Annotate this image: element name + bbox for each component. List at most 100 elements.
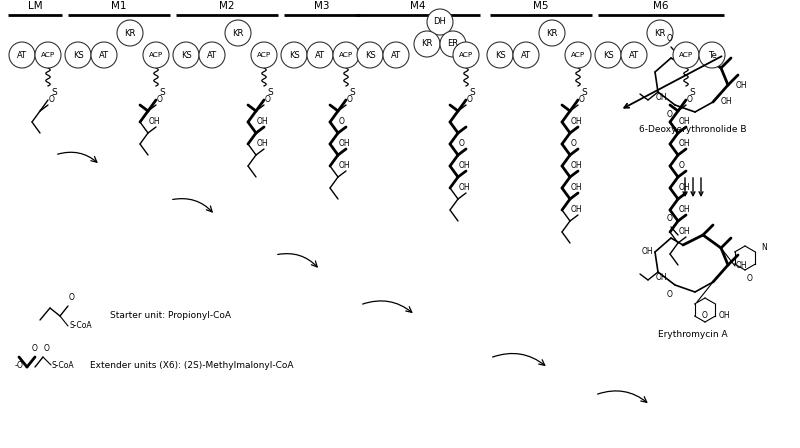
Text: O: O (702, 310, 708, 319)
Text: OH: OH (571, 161, 582, 171)
Text: ACP: ACP (41, 52, 55, 58)
Text: ACP: ACP (679, 52, 693, 58)
Circle shape (9, 42, 35, 68)
Text: ACP: ACP (339, 52, 353, 58)
Text: KR: KR (124, 29, 136, 38)
Text: AT: AT (17, 51, 27, 60)
Circle shape (513, 42, 539, 68)
Text: KS: KS (365, 51, 375, 60)
Circle shape (427, 9, 453, 35)
Text: O: O (32, 344, 38, 353)
Text: O: O (667, 34, 673, 43)
Circle shape (699, 42, 725, 68)
Circle shape (487, 42, 513, 68)
Text: O: O (579, 95, 585, 104)
Circle shape (357, 42, 383, 68)
Text: Erythromycin A: Erythromycin A (658, 330, 728, 339)
Text: O: O (157, 95, 163, 104)
Text: O: O (265, 95, 271, 104)
Text: OH: OH (679, 139, 690, 148)
Text: ACP: ACP (571, 52, 585, 58)
Text: AT: AT (315, 51, 325, 60)
Circle shape (565, 42, 591, 68)
Text: ER: ER (447, 39, 458, 48)
Text: M5: M5 (534, 1, 549, 11)
Circle shape (647, 20, 673, 46)
Circle shape (91, 42, 117, 68)
Text: KS: KS (73, 51, 83, 60)
Text: M2: M2 (219, 1, 234, 11)
Text: O: O (747, 274, 753, 283)
Text: S: S (267, 88, 273, 97)
Text: OH: OH (736, 81, 748, 90)
Circle shape (143, 42, 169, 68)
Circle shape (35, 42, 61, 68)
Text: N: N (761, 244, 766, 253)
Text: AT: AT (207, 51, 217, 60)
Text: DH: DH (434, 17, 446, 26)
Text: KS: KS (602, 51, 614, 60)
Circle shape (281, 42, 307, 68)
Text: OH: OH (459, 184, 470, 193)
Text: OH: OH (721, 98, 733, 107)
Text: AT: AT (391, 51, 401, 60)
Text: O: O (49, 95, 55, 104)
Text: Extender units (X6): (2S)-Methylmalonyl-CoA: Extender units (X6): (2S)-Methylmalonyl-… (90, 361, 294, 370)
Text: OH: OH (459, 161, 470, 171)
Text: S: S (349, 88, 354, 97)
Text: O: O (69, 293, 75, 302)
Text: OH: OH (679, 228, 690, 237)
Text: OH: OH (571, 184, 582, 193)
Text: Starter unit: Propionyl-CoA: Starter unit: Propionyl-CoA (110, 310, 231, 319)
Text: M4: M4 (410, 1, 426, 11)
Text: KR: KR (232, 29, 244, 38)
Text: O: O (667, 110, 673, 119)
Text: O: O (347, 95, 353, 104)
Text: O: O (571, 139, 577, 148)
Circle shape (539, 20, 565, 46)
Text: OH: OH (719, 310, 730, 319)
Text: AT: AT (99, 51, 109, 60)
Text: KR: KR (546, 29, 558, 38)
Text: OH: OH (339, 161, 350, 171)
Text: O: O (339, 117, 345, 126)
Text: S-CoA: S-CoA (69, 322, 92, 331)
Text: KS: KS (494, 51, 506, 60)
Text: O: O (679, 161, 685, 171)
Text: M6: M6 (654, 1, 669, 11)
Text: OH: OH (571, 206, 582, 215)
Text: KR: KR (422, 39, 433, 48)
Text: S: S (581, 88, 586, 97)
Circle shape (621, 42, 647, 68)
Text: O: O (667, 214, 673, 223)
Text: KS: KS (289, 51, 299, 60)
Text: LM: LM (28, 1, 42, 11)
Circle shape (453, 42, 479, 68)
Circle shape (65, 42, 91, 68)
Text: KR: KR (654, 29, 666, 38)
Circle shape (251, 42, 277, 68)
Text: OH: OH (736, 260, 748, 270)
Circle shape (440, 31, 466, 57)
Text: -O: -O (15, 361, 24, 370)
Text: OH: OH (656, 272, 668, 281)
Circle shape (414, 31, 440, 57)
Text: S: S (159, 88, 165, 97)
Text: O: O (687, 95, 693, 104)
Circle shape (595, 42, 621, 68)
Text: OH: OH (257, 117, 269, 126)
Text: AT: AT (629, 51, 639, 60)
Text: M1: M1 (111, 1, 126, 11)
Text: ACP: ACP (149, 52, 163, 58)
Text: M3: M3 (314, 1, 330, 11)
Text: O: O (44, 344, 50, 353)
Circle shape (117, 20, 143, 46)
Text: Te: Te (707, 51, 717, 60)
Text: S: S (469, 88, 474, 97)
Text: O: O (467, 95, 473, 104)
Text: O: O (667, 290, 673, 299)
Text: OH: OH (257, 139, 269, 148)
Text: O: O (459, 139, 465, 148)
Text: OH: OH (339, 139, 350, 148)
Circle shape (307, 42, 333, 68)
